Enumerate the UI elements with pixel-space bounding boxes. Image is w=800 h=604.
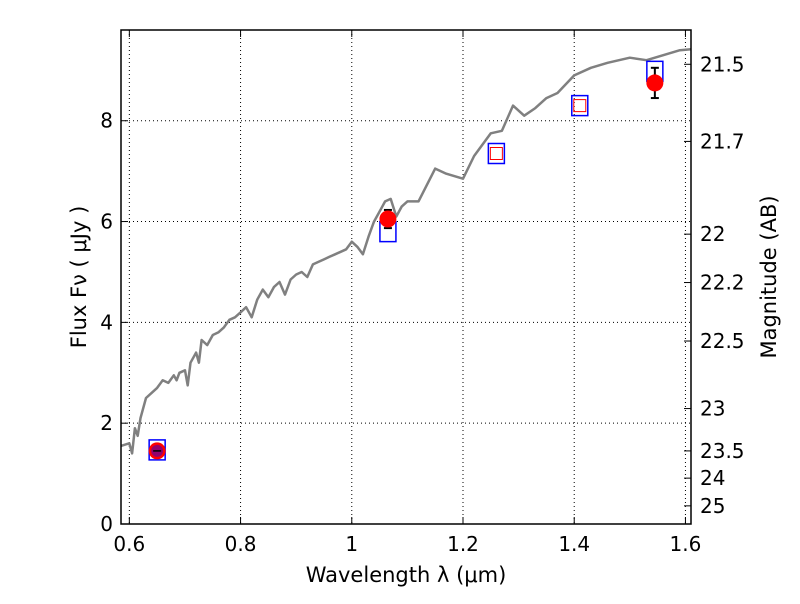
model-photometry-red-marker: [573, 99, 587, 113]
plot-frame: [120, 29, 692, 525]
model-photometry-red-marker: [489, 147, 503, 160]
x-tick-label: 0.8: [225, 532, 257, 556]
y-tick-label: 6: [100, 210, 113, 234]
x-tick-label: 1: [345, 532, 358, 556]
y-tick-label: 8: [100, 109, 113, 133]
observed-flux-point: [646, 74, 664, 92]
observed-flux-point: [379, 210, 397, 228]
plot-area: [120, 47, 692, 461]
x-axis-title: Wavelength λ (μm): [306, 563, 507, 587]
y2-tick-label: 24: [700, 466, 725, 490]
y2-tick-label: 22.5: [700, 329, 745, 353]
model-photometry-blue-marker: [571, 94, 589, 117]
y-tick-label: 2: [100, 411, 113, 435]
x-tick-label: 1.6: [670, 532, 702, 556]
y2-tick-label: 23: [700, 397, 725, 421]
y-tick-label: 4: [100, 310, 113, 334]
y2-tick-label: 25: [700, 494, 725, 518]
y2-tick-label: 22.2: [700, 271, 745, 295]
y2-tick-label: 21.7: [700, 129, 745, 153]
y2-tick-label: 23.5: [700, 439, 745, 463]
y2-tick-label: 21.5: [700, 52, 745, 76]
model-spectrum-line: [120, 47, 692, 455]
y2-axis-title: Magnitude (AB): [757, 195, 781, 358]
y2-tick-label: 22: [700, 222, 725, 246]
x-tick-label: 1.2: [447, 532, 479, 556]
y-axis-title: Flux Fν ( μJy ): [67, 206, 91, 349]
grid-lines: [121, 30, 691, 524]
axes: 0.6 0.8 1 1.2 1.4 1.60246821.521.72222.222.52…: [100, 30, 745, 556]
x-tick-label: 1.4: [558, 532, 590, 556]
model-photometry-blue-marker: [487, 142, 506, 165]
x-tick-label: 0.6: [113, 532, 145, 556]
y-tick-label: 0: [100, 512, 113, 536]
